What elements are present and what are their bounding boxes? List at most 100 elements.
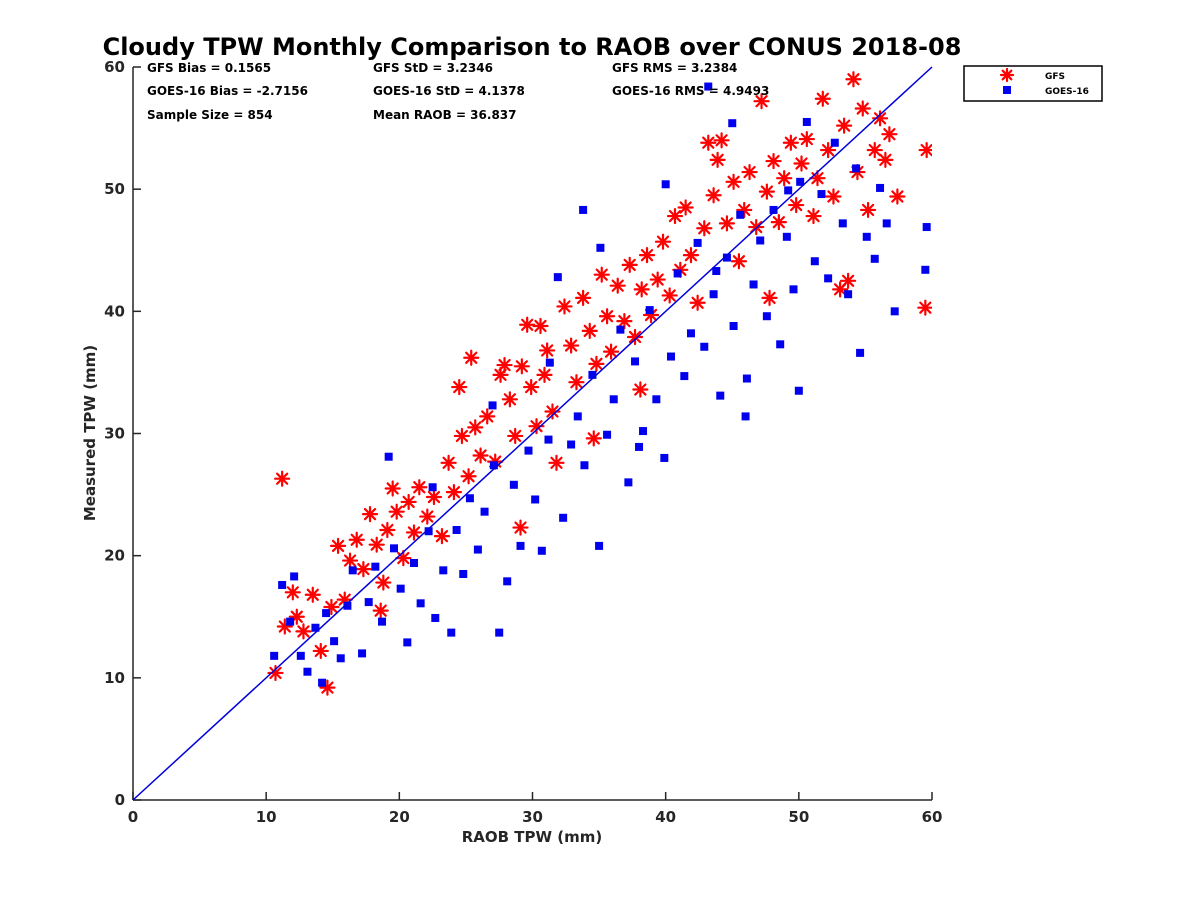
goes-16-point xyxy=(531,495,540,504)
gfs-point xyxy=(593,266,610,283)
gfs-point xyxy=(585,430,602,447)
gfs-point xyxy=(388,503,405,520)
gfs-point xyxy=(460,468,477,485)
gfs-point xyxy=(319,679,336,696)
gfs-point xyxy=(881,126,898,143)
goes-16-point xyxy=(709,290,718,299)
gfs-point xyxy=(602,343,620,360)
goes-16-point xyxy=(390,544,399,553)
goes-16-point xyxy=(524,446,533,455)
gfs-point xyxy=(463,349,480,366)
gfs-point xyxy=(845,71,862,88)
gfs-point xyxy=(741,163,758,181)
gfs-point xyxy=(709,151,726,168)
gfs-point xyxy=(836,117,853,134)
gfs-point xyxy=(638,247,656,264)
gfs-point xyxy=(758,183,775,200)
chart-title: Cloudy TPW Monthly Comparison to RAOB ov… xyxy=(103,33,962,61)
goes-16-point xyxy=(680,372,689,381)
gfs-point xyxy=(451,378,468,396)
goes-16-point xyxy=(631,357,640,366)
goes-16-point xyxy=(776,340,785,349)
stat-gfs-std: GFS StD = 3.2346 xyxy=(373,61,493,75)
goes-16-point xyxy=(673,269,682,278)
goes-16-point xyxy=(769,205,778,214)
goes-16-point xyxy=(635,442,644,451)
goes-16-point xyxy=(343,601,352,610)
gfs-point xyxy=(395,550,412,567)
gfs-point xyxy=(411,479,428,496)
goes-16-point xyxy=(465,494,474,503)
gfs-point xyxy=(575,289,592,306)
legend-goes-label: GOES-16 xyxy=(1045,87,1089,97)
goes-16-point xyxy=(762,312,771,321)
gfs-point xyxy=(889,188,906,205)
goes-16-point xyxy=(876,183,885,192)
legend-gfs-label: GFS xyxy=(1045,72,1065,82)
goes-16-point xyxy=(686,329,695,338)
gfs-point xyxy=(536,366,553,383)
goes-16-point xyxy=(579,205,588,214)
goes-16-point xyxy=(416,599,425,608)
gfs-point xyxy=(633,281,650,298)
goes-16-point xyxy=(796,177,805,186)
goes-16-point xyxy=(817,190,826,199)
one-to-one-reference-line xyxy=(132,66,933,801)
gfs-point xyxy=(609,277,626,294)
goes-16-point xyxy=(856,348,865,357)
stat-goes-bias: GOES-16 Bias = -2.7156 xyxy=(147,84,308,98)
gfs-point xyxy=(379,521,396,539)
gfs-point xyxy=(425,488,443,506)
goes-16-point xyxy=(830,138,839,147)
goes-16-point xyxy=(789,285,798,294)
goes-16-point xyxy=(882,219,891,228)
goes-16-point xyxy=(603,430,612,439)
goes-16-point xyxy=(545,358,554,367)
goes-16-point xyxy=(424,527,433,536)
goes-16-point xyxy=(704,82,713,91)
gfs-point xyxy=(384,480,401,497)
gfs-point xyxy=(866,141,883,159)
gfs-point xyxy=(528,418,545,435)
x-tick-label: 30 xyxy=(522,808,543,826)
stat-sample-size: Sample Size = 854 xyxy=(147,108,273,122)
goes-16-point xyxy=(488,401,497,410)
goes-16-point xyxy=(364,598,373,607)
goes-16-point xyxy=(459,569,468,578)
goes-16-point xyxy=(742,374,751,383)
y-tick-label: 60 xyxy=(104,58,125,76)
gfs-point xyxy=(519,316,536,333)
goes-16-point xyxy=(537,546,546,555)
gfs-point xyxy=(513,358,530,375)
gfs-point xyxy=(626,328,644,346)
goes-16-point xyxy=(802,117,811,126)
gfs-point xyxy=(405,524,423,541)
goes-16-point xyxy=(396,584,405,593)
goes-16-point xyxy=(322,609,331,618)
gfs-point xyxy=(840,272,857,289)
goes-16-point xyxy=(666,352,675,361)
x-tick-label: 50 xyxy=(788,808,809,826)
goes-16-point xyxy=(567,440,576,449)
gfs-point xyxy=(323,598,340,616)
gfs-point xyxy=(472,447,489,464)
gfs-point xyxy=(713,132,730,149)
stat-goes-std: GOES-16 StD = 4.1378 xyxy=(373,84,525,98)
goes-16-point xyxy=(553,273,562,282)
goes-16-point xyxy=(921,265,930,274)
x-tick-label: 0 xyxy=(128,808,138,826)
legend-goes-marker xyxy=(1003,86,1011,94)
gfs-point xyxy=(917,299,932,316)
goes-16-point xyxy=(318,678,327,687)
gfs-point xyxy=(765,152,782,170)
gfs-point xyxy=(400,493,417,511)
x-axis-label: RAOB TPW (mm) xyxy=(462,828,603,846)
goes-16-point xyxy=(286,617,295,626)
gfs-point xyxy=(304,586,321,603)
gfs-point xyxy=(419,508,436,525)
gfs-point xyxy=(539,342,556,359)
y-axis-ticks: 0 10 20 30 40 50 60 xyxy=(104,58,141,809)
gfs-point xyxy=(440,454,457,471)
gfs-point xyxy=(341,552,359,569)
stat-gfs-bias: GFS Bias = 0.1565 xyxy=(147,61,271,75)
